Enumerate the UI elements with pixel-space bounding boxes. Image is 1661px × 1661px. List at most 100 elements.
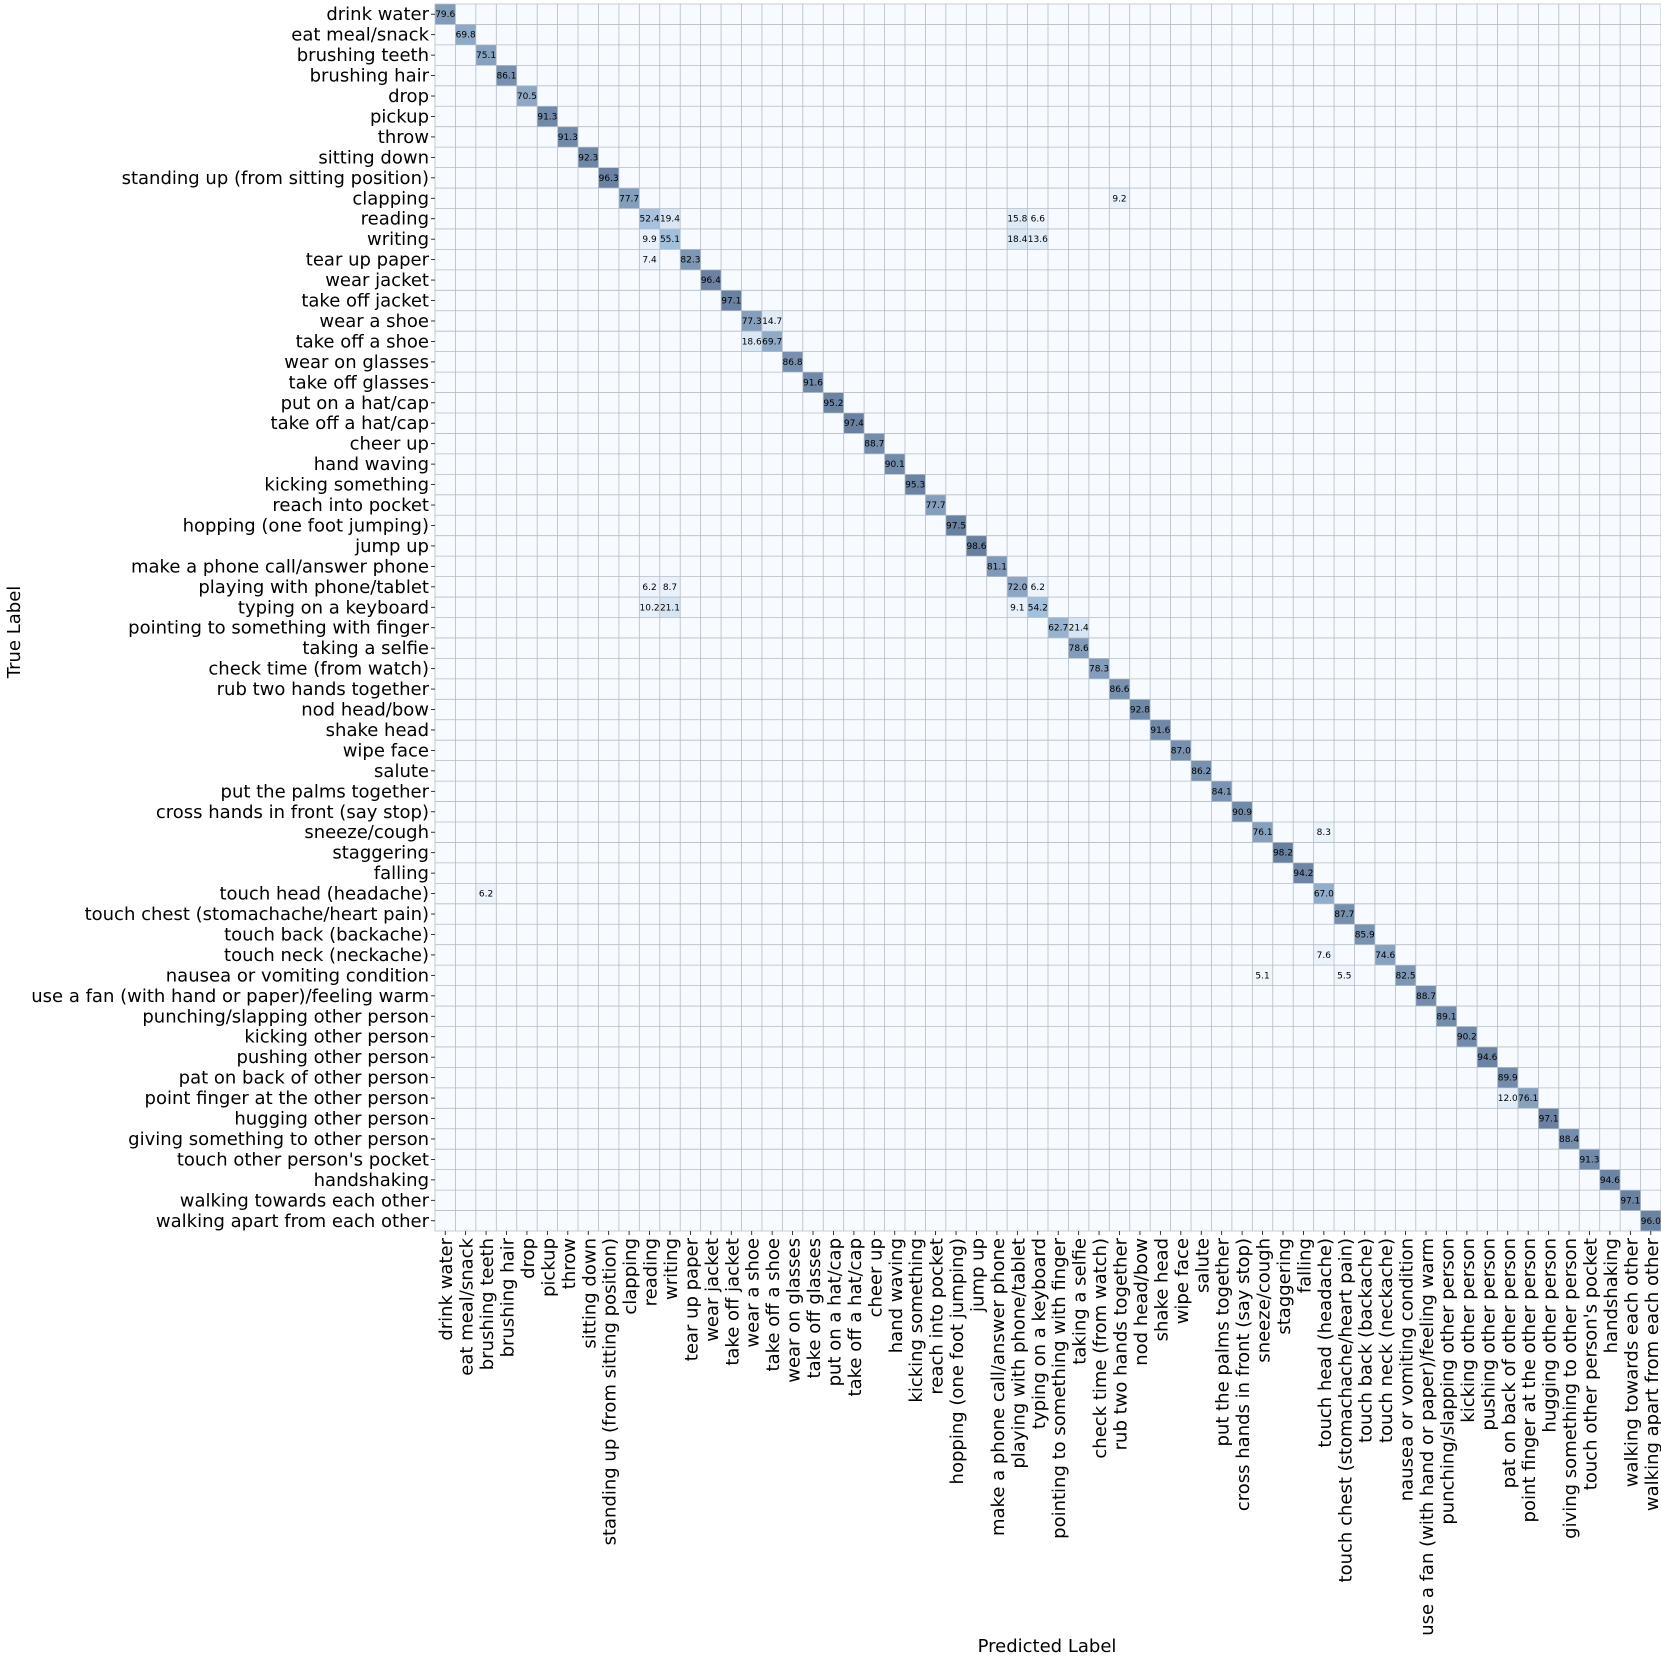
heatmap-cell [1517,24,1539,46]
heatmap-cell [1436,453,1457,475]
heatmap-cell [1620,1108,1641,1130]
heatmap-cell [741,1046,763,1068]
heatmap-cell [1558,597,1580,618]
heatmap-cell [802,85,824,107]
heatmap-cell [1272,85,1294,107]
heatmap-cell [782,351,804,373]
heatmap-cell [1456,433,1478,455]
heatmap-cell [1497,126,1519,148]
heatmap-cell [904,433,926,455]
heatmap-cell [945,719,967,741]
heatmap-cell [516,290,538,312]
heatmap-cell [1048,249,1069,271]
heatmap-cell [435,1046,456,1068]
heatmap-cell [1334,556,1355,577]
heatmap-cell [475,842,497,864]
heatmap-cell [1129,85,1151,107]
heatmap-cell [1007,1026,1028,1048]
heatmap-cell [1395,883,1417,905]
heatmap-cell [557,290,579,312]
heatmap-cell [1395,1108,1417,1130]
heatmap-cell [1538,494,1560,516]
heatmap-cell [475,331,497,352]
heatmap-cell [700,760,722,782]
heatmap-cell [864,167,885,189]
heatmap-cell [864,699,885,721]
heatmap-cell [761,924,783,945]
heatmap-cell [843,862,865,884]
heatmap-cell [1109,637,1131,659]
heatmap-cell [721,535,742,557]
heatmap-cell [966,822,987,843]
heatmap-cell [986,106,1008,127]
heatmap-cell [966,249,987,271]
heatmap-cell [1436,65,1457,87]
heatmap-cell [1477,1087,1498,1109]
heatmap-cell [639,24,661,46]
heatmap-cell [925,658,947,680]
heatmap-cell [1558,413,1580,434]
heatmap-cell [537,1149,558,1170]
heatmap-cell [639,208,661,230]
heatmap-cell [1374,1006,1396,1027]
heatmap-cell [1579,944,1600,966]
heatmap-cell [1252,392,1274,414]
heatmap-cell [659,269,681,291]
heatmap-cell [945,1149,967,1170]
x-tick-label: point finger at the other person [1519,1238,1540,1522]
heatmap-cell [1436,1190,1457,1211]
heatmap-cell [1313,290,1335,312]
cell-value-label: 67.0 [1314,890,1334,900]
heatmap-cell [1517,65,1539,87]
heatmap-cell [1334,535,1355,557]
heatmap-cell [1313,1108,1335,1130]
heatmap-cell [618,617,640,639]
heatmap-cell [1456,1149,1478,1170]
heatmap-cell [904,576,926,598]
heatmap-cell [516,740,538,761]
heatmap-cell [782,1087,804,1109]
heatmap-cell [1313,494,1335,516]
heatmap-cell [1068,1128,1090,1150]
heatmap-cell [1048,188,1069,209]
heatmap-cell [1027,1046,1049,1068]
heatmap-cell [618,474,640,496]
heatmap-cell [475,719,497,741]
heatmap-cell [1395,760,1417,782]
heatmap-cell [537,944,558,966]
heatmap-cell [1599,617,1621,639]
heatmap-cell [1170,556,1192,577]
heatmap-cell [455,842,477,864]
heatmap-cell [864,597,885,618]
heatmap-cell [1374,1067,1396,1089]
heatmap-cell [1640,1149,1661,1170]
heatmap-cell [1211,740,1233,761]
heatmap-cell [598,372,620,393]
heatmap-cell [823,474,844,496]
heatmap-cell [1088,310,1110,332]
heatmap-cell [1313,249,1335,271]
heatmap-cell [782,576,804,598]
heatmap-cell [761,822,783,843]
heatmap-cell [537,1128,558,1150]
heatmap-cell [475,310,497,332]
heatmap-cell [618,556,640,577]
heatmap-cell [782,781,804,802]
heatmap-cell [1415,331,1437,352]
heatmap-cell [680,269,701,291]
heatmap-cell [1048,1128,1069,1150]
heatmap-cell [945,903,967,925]
heatmap-cell [1497,167,1519,189]
heatmap-cell [904,699,926,721]
heatmap-cell [1293,147,1314,168]
heatmap-cell [1354,413,1376,434]
heatmap-cell [680,474,701,496]
heatmap-cell [680,1006,701,1027]
heatmap-cell [864,678,885,700]
heatmap-cell [537,781,558,802]
heatmap-cell [1313,433,1335,455]
heatmap-cell [618,801,640,823]
heatmap-cell [1272,985,1294,1007]
heatmap-cell [1129,1190,1151,1211]
heatmap-cell [1517,1087,1539,1109]
